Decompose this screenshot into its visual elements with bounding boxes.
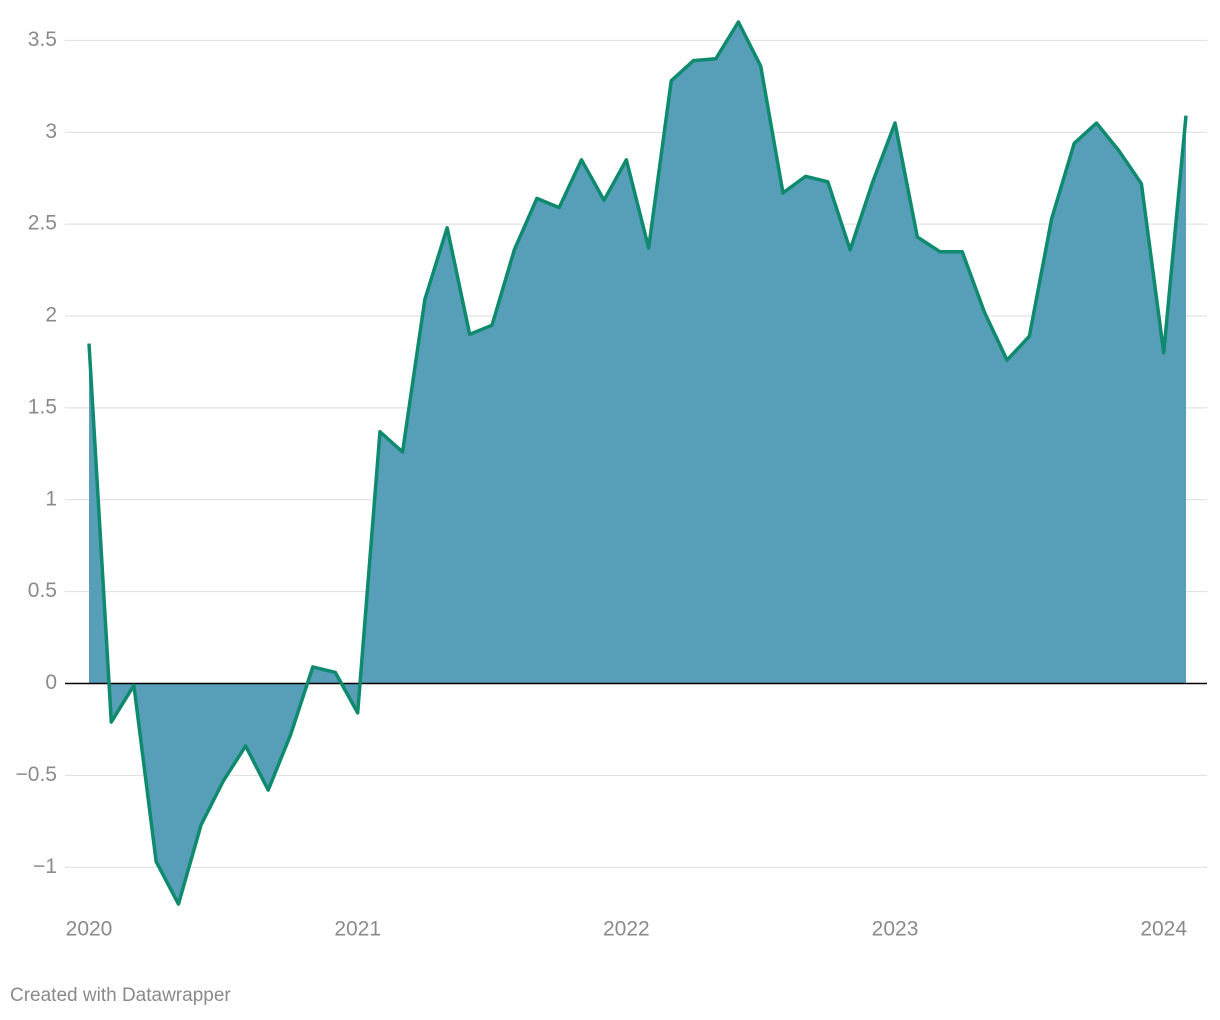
y-tick-label: 1 [45,487,57,510]
x-tick-label: 2020 [66,918,113,941]
y-tick-label: 0 [45,671,57,694]
x-tick-label: 2021 [334,918,381,941]
y-tick-label: −1 [33,855,57,878]
y-tick-label: 0.5 [28,579,57,602]
y-tick-label: 3.5 [28,28,57,51]
footer: Created with Datawrapper [10,985,231,1006]
y-tick-label: 3 [45,120,57,143]
x-tick-label: 2024 [1140,918,1187,941]
x-tick-label: 2022 [603,918,650,941]
y-tick-label: 2.5 [28,212,57,235]
x-tick-label: 2023 [872,918,919,941]
area [89,22,1186,904]
y-tick-label: −0.5 [16,763,57,786]
y-tick-label: 2 [45,304,57,327]
line [87,20,1188,906]
y-tick-label: 1.5 [28,395,57,418]
